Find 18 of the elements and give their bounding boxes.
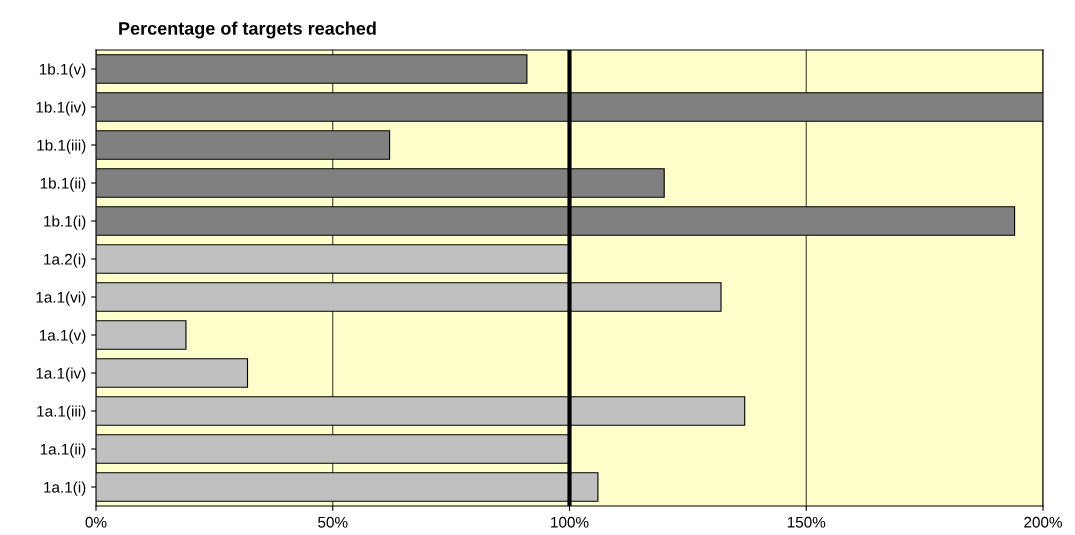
y-tick-label: 1b.1(iii) — [37, 139, 86, 154]
x-tick-label: 50% — [318, 516, 348, 528]
y-tick-label: 1a.1(iv) — [36, 367, 86, 382]
y-tick-label: 1b.1(iv) — [36, 101, 86, 116]
y-tick-label: 1a.1(ii) — [40, 443, 86, 458]
chart-title: Percentage of targets reached — [119, 21, 376, 39]
y-tick-label: 1a.1(v) — [39, 329, 86, 344]
y-tick-label: 1b.1(i) — [44, 215, 86, 230]
x-tick-label: 100% — [551, 516, 589, 528]
x-tick-label: 0% — [85, 516, 107, 528]
x-tick-label: 150% — [787, 516, 826, 528]
y-tick-label: 1b.1(ii) — [40, 177, 86, 192]
y-tick-label: 1b.1(v) — [39, 63, 86, 78]
y-tick-label: 1a.1(iii) — [37, 405, 86, 420]
y-tick-label: 1a.1(i) — [44, 481, 86, 496]
x-tick-label: 200% — [1024, 516, 1062, 528]
y-tick-label: 1a.2(i) — [44, 253, 86, 268]
y-tick-label: 1a.1(vi) — [36, 291, 86, 306]
